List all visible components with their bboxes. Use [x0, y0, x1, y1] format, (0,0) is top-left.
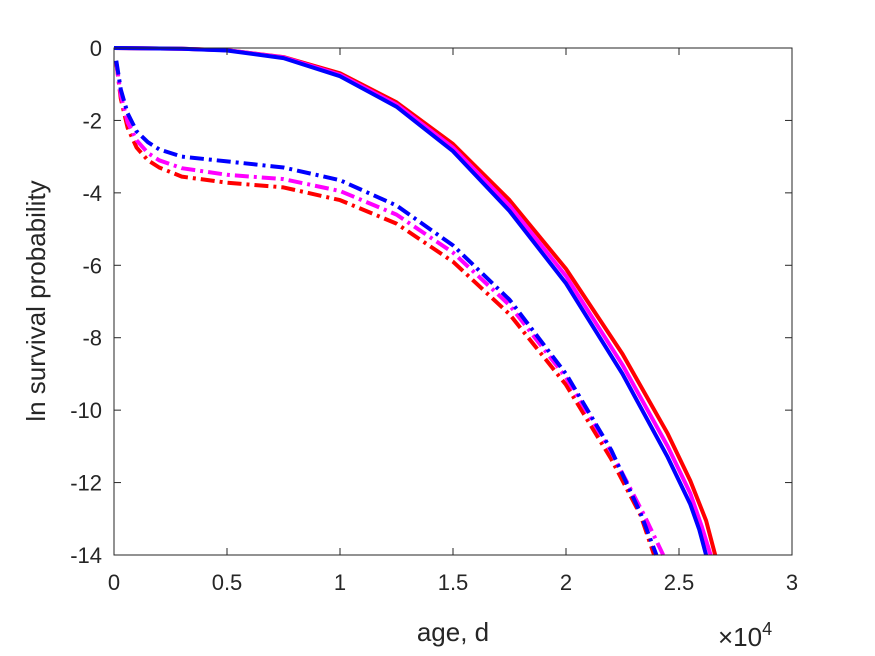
x-exponent-base: ×10 [718, 622, 762, 652]
x-tick-label: 0 [108, 570, 120, 595]
x-tick-label: 2 [560, 570, 572, 595]
x-tick-label: 2.5 [664, 570, 695, 595]
x-tick-label: 0.5 [212, 570, 243, 595]
y-tick-label: -10 [70, 398, 102, 423]
x-tick-label: 1 [334, 570, 346, 595]
y-tick-label: 0 [90, 36, 102, 61]
series-line-6-dashdot [114, 60, 659, 556]
series-layer [113, 46, 718, 556]
y-tick-label: -6 [82, 253, 102, 278]
y-tick-label: -14 [70, 543, 102, 568]
y-tick-label: -8 [82, 326, 102, 351]
series-line-4-dashdot [114, 62, 656, 556]
y-tick-label: -2 [82, 108, 102, 133]
y-tick-label: -12 [70, 471, 102, 496]
x-exponent-power: 4 [762, 619, 772, 639]
x-exponent-label: ×104 [718, 619, 772, 652]
tick-layer: 0 0.5 1 1.5 2 2.5 3 0 -2 -4 -6 -8 -10 -12 -14 [70, 36, 798, 595]
x-axis-label: age, d [417, 617, 489, 647]
x-tick-label: 3 [786, 570, 798, 595]
x-tick-label: 1.5 [438, 570, 469, 595]
y-axis-label: ln survival probability [21, 180, 51, 421]
series-line-3-solid [113, 46, 709, 556]
y-tick-label: -4 [82, 181, 102, 206]
